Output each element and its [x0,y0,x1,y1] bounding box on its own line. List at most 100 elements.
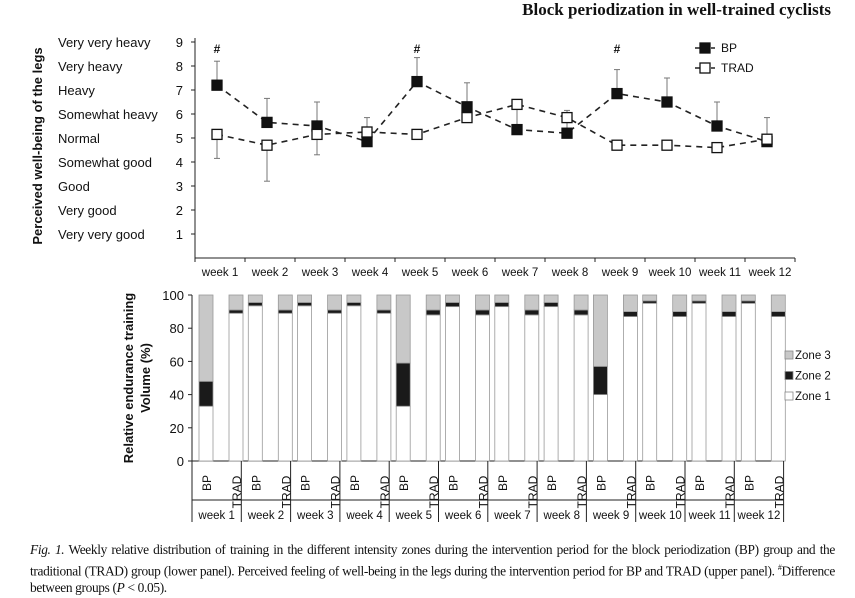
bar-segment-zone-3 [297,294,313,303]
bar-segment-zone-2 [721,311,737,317]
bar-y-tick-label: 20 [170,421,184,436]
bar-segment-zone-3 [494,294,510,303]
x-tick-label: week 11 [698,267,741,279]
bar-segment-zone-2 [228,309,244,314]
y-tick-descriptor: Somewhat good [58,155,152,170]
bar-segment-zone-2 [672,311,688,317]
data-point-bp [411,75,423,88]
x-tick-label: week 5 [401,267,438,279]
x-tick-label: week 2 [251,267,288,279]
bar-label: BP [348,475,362,491]
bar-segment-zone-1 [770,316,786,462]
x-tick-label: week 10 [648,267,692,279]
bar-segment-zone-1 [395,405,411,462]
bar-segment-zone-3 [475,294,490,311]
bar-segment-zone-2 [593,365,608,396]
bar-segment-zone-2 [297,302,313,307]
bar-label: BP [397,475,411,491]
group-label: week 9 [592,510,629,522]
bar-label: BP [644,475,658,491]
bar-segment-zone-1 [228,312,244,462]
y-tick-descriptor: Very very heavy [58,35,151,50]
bar-segment-zone-2 [247,302,263,307]
bar-segment-zone-1 [573,314,589,462]
bar-label: TRAD [723,475,737,508]
figure-caption: Fig. 1. Weekly relative distribution of … [30,541,835,597]
significance-marker: # [614,42,621,56]
y-tick-label: 3 [176,179,183,194]
bar-segment-zone-3 [425,294,441,311]
caption-text: Weekly relative distribution of training… [30,542,836,578]
caption-text-2: Difference between groups ( [30,562,835,596]
data-point-bp [211,79,223,91]
group-label: week 10 [638,510,682,522]
bar-segment-zone-1 [277,312,293,462]
y-tick-label: 9 [176,35,183,50]
data-point-bp [361,135,373,148]
bar-label: BP [200,475,214,491]
bar-segment-zone-3 [228,294,244,311]
legend-swatch [784,371,794,380]
y-tick-label: 5 [176,131,183,146]
bar-segment-zone-1 [721,316,737,462]
legend-label: BP [721,41,737,55]
caption-hash: # [777,562,782,572]
legend-label: Zone 2 [795,371,831,383]
legend-swatch [784,350,794,360]
bar-y-tick-label: 40 [170,388,184,403]
bar-segment-zone-3 [277,294,293,311]
bar-segment-zone-3 [198,294,214,382]
bar-segment-zone-1 [327,312,343,462]
data-point-trad [711,141,723,154]
data-point-bp [611,87,623,100]
bar-segment-zone-3 [445,294,460,303]
bar-segment-zone-2 [395,362,411,407]
bar-label: BP [299,475,313,491]
caption-p: P [116,580,125,596]
bar-label: BP [249,475,263,491]
bar-y-tick-label: 80 [170,321,184,336]
data-point-bp [461,101,473,113]
bar-segment-zone-1 [297,305,313,462]
y-tick-descriptor: Very very good [58,227,145,242]
bar-label: BP [496,475,510,491]
bar-segment-zone-3 [623,294,638,313]
bar-label: TRAD [427,475,441,508]
bar-segment-zone-3 [395,294,411,364]
data-point-trad [661,139,673,151]
bar-segment-zone-1 [445,306,460,462]
group-label: week 6 [444,510,481,522]
bar-segment-zone-3 [691,294,707,302]
data-point-bp [661,96,673,108]
y-tick-label: 4 [176,155,183,170]
y-tick-descriptor: Very good [58,203,117,218]
group-label: week 4 [345,510,383,522]
x-tick-label: week 7 [501,267,538,279]
series-line-trad [216,103,768,149]
legend-marker [699,42,711,54]
bar-label: TRAD [329,475,343,508]
bar-segment-zone-3 [346,294,362,303]
bar-segment-zone-1 [543,306,559,462]
data-point-bp [511,123,523,136]
group-label: week 11 [688,510,731,522]
bar-label: TRAD [772,475,786,508]
series-line-bp [216,80,768,143]
bar-label: BP [447,475,461,491]
bar-segment-zone-3 [543,294,559,303]
group-label: week 12 [737,510,781,522]
bar-label: TRAD [575,475,589,508]
bar-segment-zone-1 [623,316,638,462]
y-tick-descriptor: Good [58,179,90,194]
bar-segment-zone-1 [691,302,707,462]
x-tick-label: week 1 [201,267,238,279]
x-tick-label: week 3 [301,267,338,279]
data-point-bp [711,120,723,132]
group-label: week 5 [395,510,432,522]
bar-label: TRAD [526,475,540,508]
y-tick-descriptor: Heavy [58,83,95,98]
data-point-trad [511,98,523,111]
bar-segment-zone-3 [327,294,343,311]
bar-label: BP [693,475,707,491]
bar-segment-zone-2 [475,309,490,316]
